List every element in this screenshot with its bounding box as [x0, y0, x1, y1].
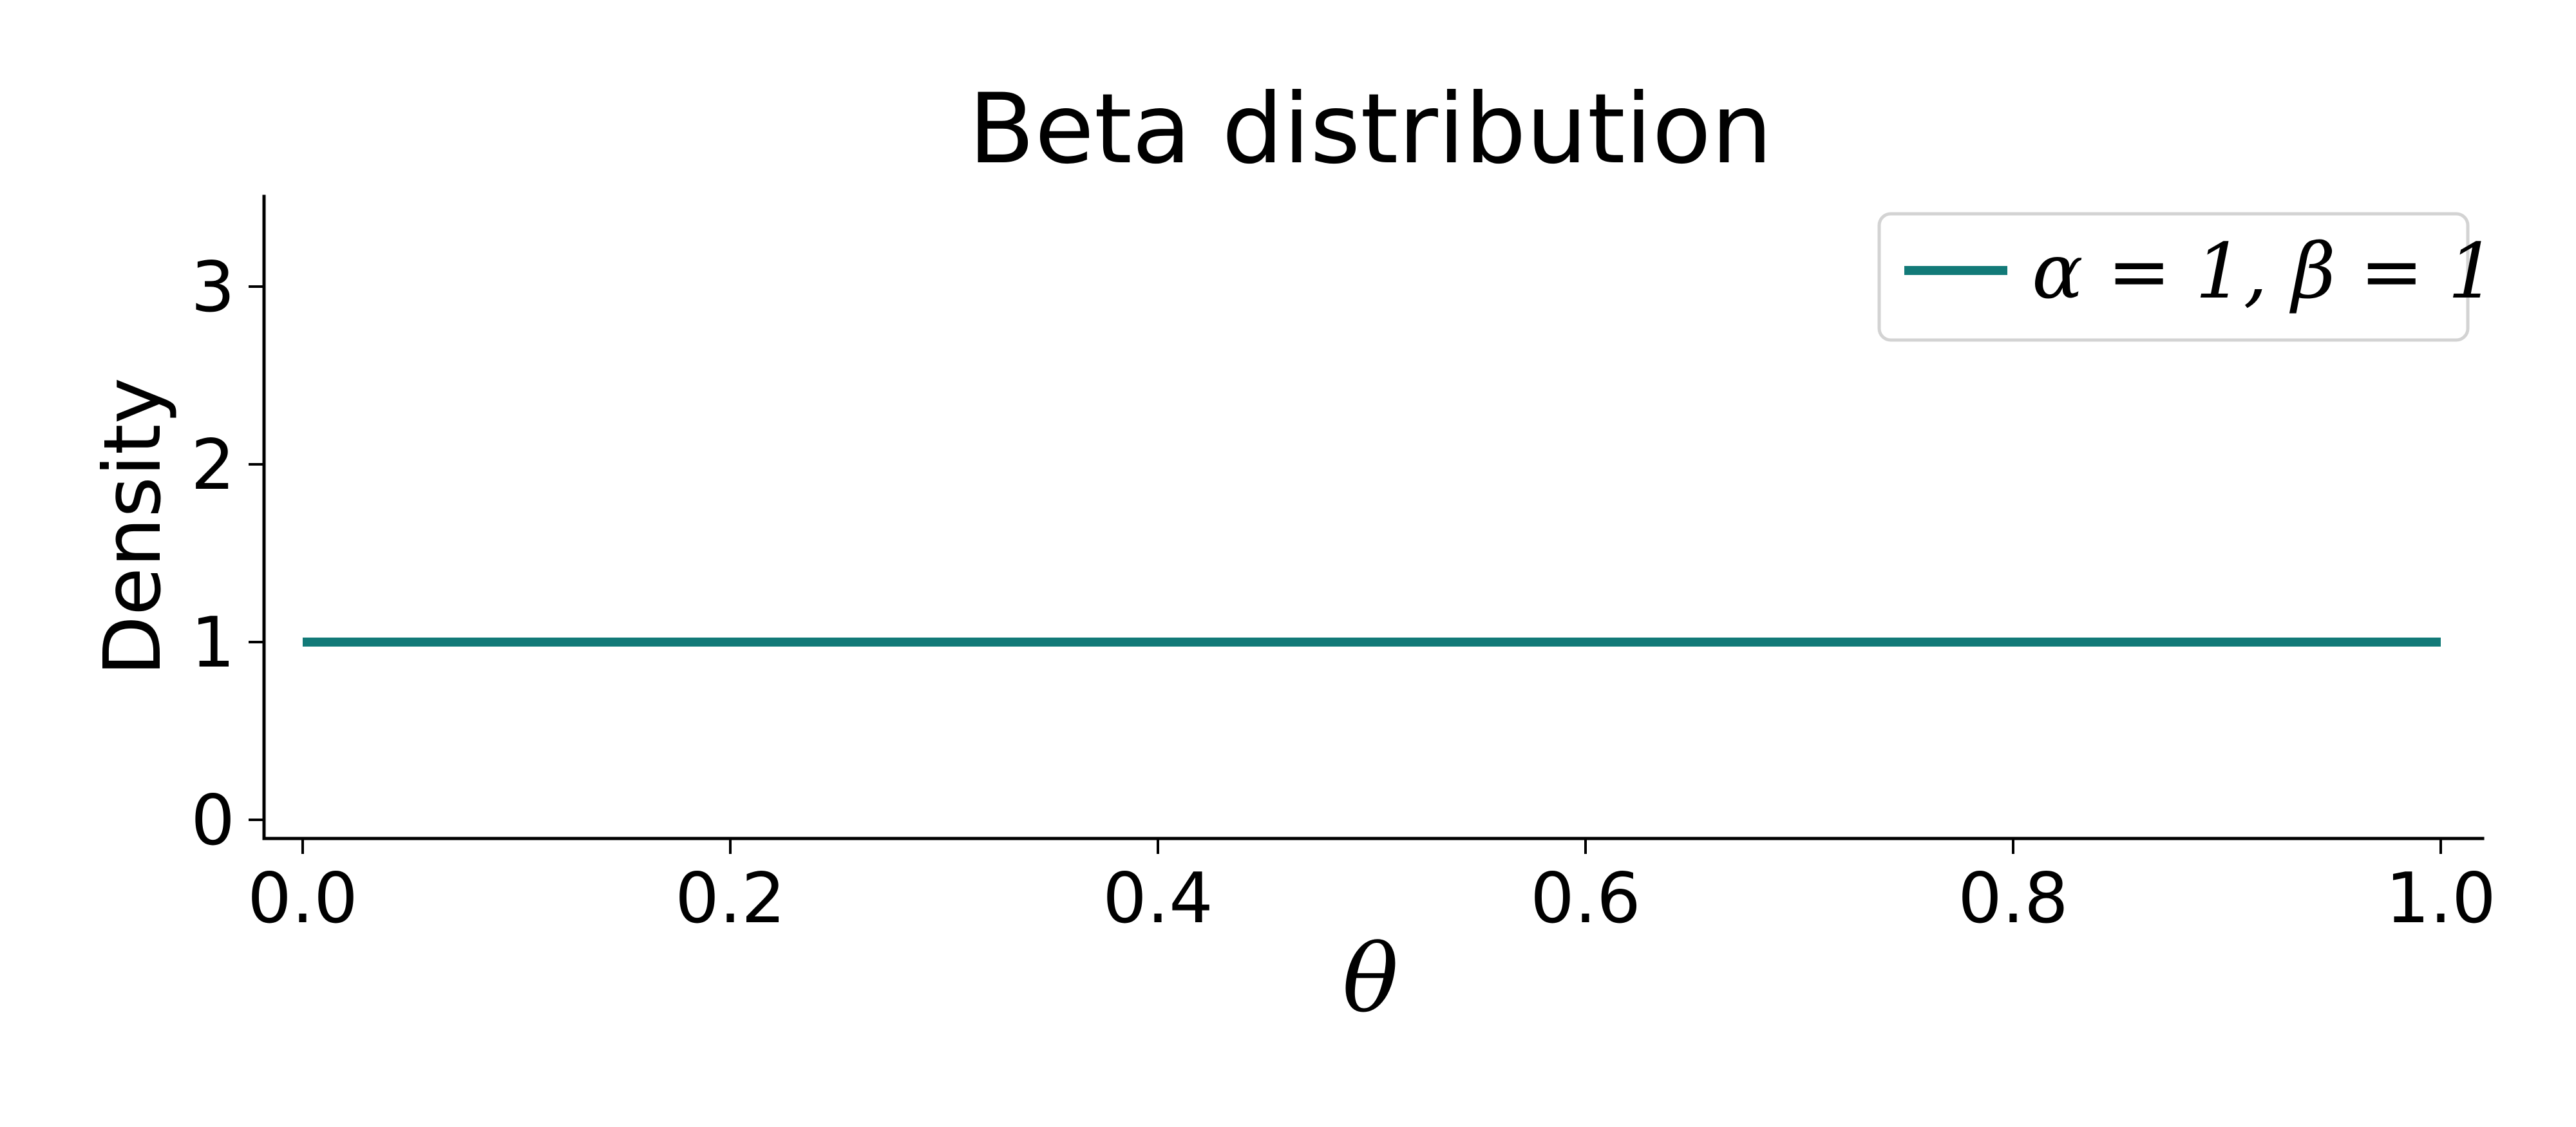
x-axis-label: θ	[1342, 925, 1398, 1034]
chart-title: Beta distribution	[969, 73, 1772, 185]
x-tick-label: 0.4	[1103, 858, 1213, 939]
y-tick-label: 2	[191, 425, 235, 506]
x-tick-label: 0.0	[247, 858, 358, 939]
x-tick-label: 0.2	[675, 858, 786, 939]
legend-label: α = 1, β = 1	[2032, 227, 2496, 316]
x-tick-label: 0.6	[1530, 858, 1641, 939]
plot-area: 0.0 0.2 0.4 0.6 0.8 1.0 0 1 2 3	[191, 194, 2496, 939]
x-tick-label: 1.0	[2385, 858, 2496, 939]
legend-entries: α = 1, β = 1	[1904, 227, 2496, 316]
y-tick-label: 1	[191, 603, 235, 683]
y-axis-label: Density	[87, 377, 178, 676]
y-tick-label: 3	[191, 247, 235, 328]
legend: α = 1, β = 1	[1877, 212, 2496, 342]
x-tick-label: 0.8	[1958, 858, 2069, 939]
y-tick-label: 0	[191, 781, 235, 861]
legend-frame	[1877, 212, 2470, 342]
x-axis-ticks: 0.0 0.2 0.4 0.6 0.8 1.0	[247, 838, 2496, 939]
y-axis-ticks: 0 1 2 3	[191, 247, 264, 861]
